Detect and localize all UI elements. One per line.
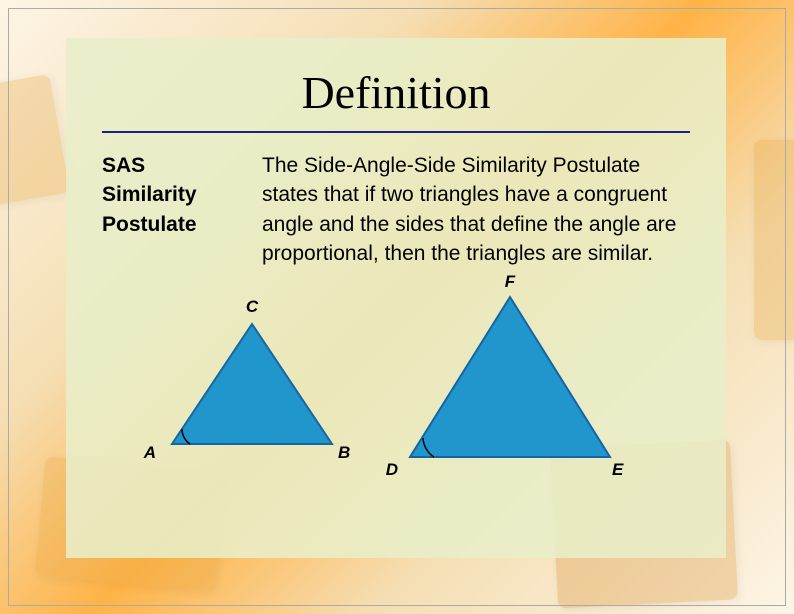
diagram-area: C A B F D E — [102, 297, 690, 492]
label-a: A — [143, 443, 156, 462]
label-d: D — [386, 460, 398, 479]
label-b: B — [338, 443, 350, 462]
label-f: F — [505, 272, 516, 291]
triangle-def-shape — [410, 297, 610, 457]
term-line-2: Similarity — [102, 180, 242, 209]
term-line-1: SAS — [102, 151, 242, 180]
term-line-3: Postulate — [102, 210, 242, 239]
triangle-abc-shape — [172, 324, 332, 444]
term-column: SAS Similarity Postulate — [102, 151, 242, 269]
card-title: Definition — [102, 66, 690, 119]
triangle-def: F D E — [400, 297, 630, 492]
definition-text: The Side-Angle-Side Similarity Postulate… — [262, 151, 690, 269]
label-e: E — [612, 460, 624, 479]
label-c: C — [246, 297, 259, 316]
divider-rule — [102, 131, 690, 133]
content-row: SAS Similarity Postulate The Side-Angle-… — [102, 151, 690, 269]
definition-card: Definition SAS Similarity Postulate The … — [66, 38, 726, 558]
triangle-abc: C A B — [162, 314, 352, 474]
